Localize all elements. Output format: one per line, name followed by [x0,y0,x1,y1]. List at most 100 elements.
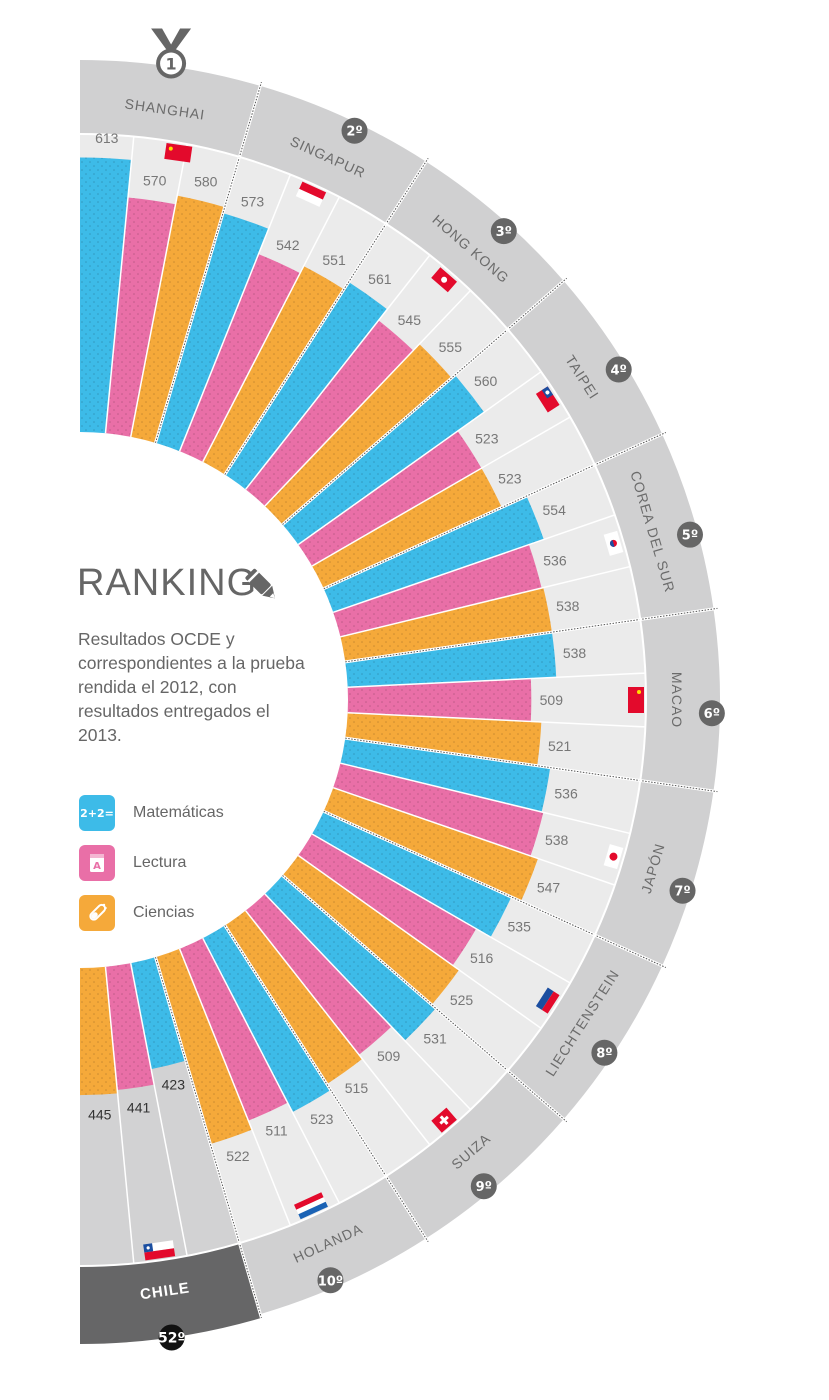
bar-separator [178,174,292,452]
bar-value-label: 441 [127,1099,151,1115]
rank-circle [591,1039,618,1066]
country-band [386,161,564,330]
country-band [594,780,714,966]
bar-value-label: 509 [377,1048,401,1064]
country-divider-dash [282,277,568,525]
bar-value-label: 531 [423,1031,447,1047]
bar-value-label: 509 [540,692,564,708]
country-band [640,608,720,792]
legend-label: Ciencias [133,904,195,921]
rank-circle [669,877,696,904]
bar-texture [321,496,544,613]
legend: 2+2= Matemáticas A Lectura Ciencias [79,788,224,938]
flag-shanghai-icon [164,142,193,163]
bar-texture [296,833,477,966]
rank-badge: 1 [166,55,177,74]
country-divider-dash [323,432,667,590]
bar-texture [263,344,452,526]
bar-value-label: 511 [265,1122,288,1138]
bar-separator [340,762,631,835]
bar-value-label: 545 [398,312,422,328]
flag-singapur-icon [295,181,327,207]
rank-badge: 7º [674,885,690,900]
bar-texture [345,678,532,722]
country-band [239,85,427,224]
bar-texture [343,632,557,688]
bar-texture [281,854,460,1005]
bar-texture [105,961,155,1090]
country-band [80,60,261,157]
rank-badge: 10º [318,1274,343,1289]
bar-separator [104,136,135,434]
rank-circle [676,521,703,548]
country-divider-dash [155,957,262,1319]
rank-circle [470,1173,497,1200]
rank-badge: 5º [682,529,698,544]
bar-texture [130,195,225,445]
bar-texture [201,266,344,477]
bar-value-label: 536 [543,553,567,569]
bar-value-label: 561 [368,271,392,287]
page-title: RANKING [77,562,258,604]
rank-circle [341,117,368,144]
rank-circle [158,1324,185,1351]
bar-value-label: 423 [162,1077,186,1093]
bar-texture [244,892,392,1055]
flag-japón-icon [603,844,624,870]
bar-value-label: 523 [475,431,499,447]
rank-badge: 4º [611,364,627,379]
bar-value-label: 521 [548,738,572,754]
bar-value-label: 535 [508,918,532,934]
bar-separator [202,937,341,1204]
bar-texture [338,587,552,663]
flag-holanda-icon [294,1192,328,1220]
bar-separator [129,144,188,437]
bar-separator [129,963,188,1256]
bar-texture [130,955,186,1070]
bar-separator [104,966,135,1264]
bar-value-label: 536 [554,786,578,802]
bar-value-label: 523 [310,1111,334,1127]
math-icon: 2+2= [79,795,115,831]
bar-value-label: 523 [498,470,522,486]
flag-taipei-icon [535,386,560,413]
test-tube-icon [79,895,115,931]
bar-value-label: 570 [143,173,167,189]
bar-value-label: 555 [439,339,463,355]
bar-texture [321,787,538,902]
bar-value-label: 573 [241,194,265,210]
country-name: MACAO [669,672,685,728]
bar-separator [264,893,472,1111]
bar-texture [223,909,363,1085]
chart-center-hole [0,432,348,968]
rank-badge: 52º [158,1330,185,1346]
bar-value-label: 560 [474,373,498,389]
bar-texture [343,712,542,766]
bar-separator [297,371,542,546]
bar-texture [80,157,132,436]
bar-value-label: 522 [226,1148,250,1164]
country-divider-dash [224,925,429,1243]
bar-texture [310,468,502,590]
country-band [594,434,714,620]
bar-texture [201,923,331,1113]
country-divider-dash [155,81,262,443]
legend-item-matematicas: 2+2= Matemáticas [79,788,224,838]
legend-label: Lectura [133,854,187,871]
bar-separator [347,712,646,728]
bar-separator [311,416,571,567]
bar-value-label: 551 [322,252,346,268]
rank-badge: 3º [496,225,512,240]
bar-value-label: 554 [543,502,567,518]
pencil-icon [245,568,276,599]
bar-texture [310,810,512,938]
bar-separator [264,289,472,507]
country-divider-dash [345,737,718,793]
country-band [507,280,663,465]
bar-separator [347,672,646,688]
country-band [239,1176,427,1315]
rank-badge: 8º [596,1047,612,1062]
flag-liechtenstein-icon [535,987,560,1014]
bar-texture [263,874,436,1041]
bar-value-label: 445 [88,1107,112,1123]
